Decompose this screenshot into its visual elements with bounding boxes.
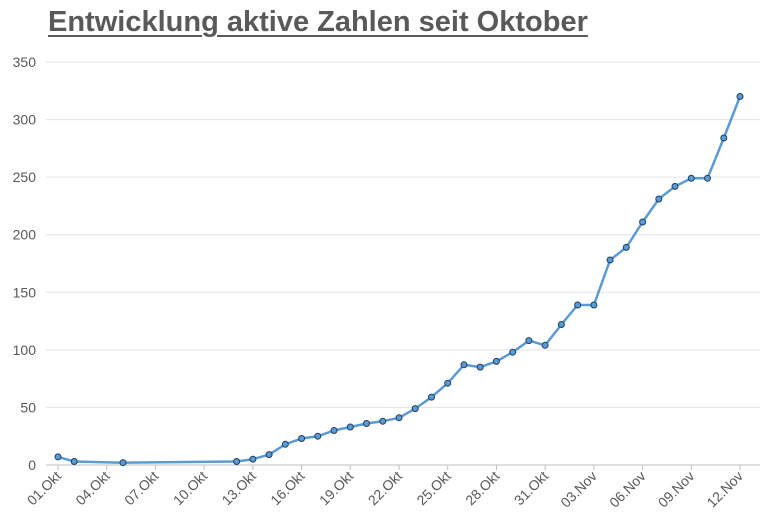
x-tick-label: 06.Nov <box>606 468 649 511</box>
data-point <box>298 435 306 442</box>
data-point <box>720 134 728 142</box>
y-tick-label: 50 <box>20 399 36 415</box>
data-point <box>606 256 614 264</box>
data-point <box>249 455 257 463</box>
data-point <box>346 423 354 431</box>
x-tick-label: 22.Okt <box>365 468 406 509</box>
data-point <box>233 458 241 465</box>
x-tick-label: 28.Okt <box>462 468 503 509</box>
data-point <box>460 361 468 369</box>
data-point <box>541 341 549 349</box>
data-point <box>492 357 500 365</box>
x-tick-label: 10.Okt <box>170 468 211 509</box>
y-tick-label: 0 <box>28 457 36 473</box>
data-point <box>671 182 679 190</box>
data-point <box>70 458 78 465</box>
data-point <box>281 440 289 448</box>
series-layer <box>54 93 744 467</box>
y-tick-label: 300 <box>13 112 37 128</box>
data-point <box>557 321 565 328</box>
y-tick-label: 350 <box>13 54 37 70</box>
y-axis-tick-labels: 0 50 100 150 200 250 300 350 <box>13 54 37 473</box>
data-point <box>411 405 419 413</box>
data-point <box>265 451 273 459</box>
data-point <box>363 420 370 427</box>
y-tick-label: 150 <box>13 284 37 300</box>
data-point <box>525 337 533 345</box>
data-point <box>590 301 598 309</box>
data-point <box>704 174 711 182</box>
data-point <box>119 459 127 467</box>
data-point <box>330 427 338 434</box>
x-tick-label: 12.Nov <box>703 468 746 511</box>
y-tick-label: 100 <box>13 342 37 358</box>
y-tick-label: 200 <box>13 227 37 243</box>
data-point <box>314 432 322 440</box>
data-point <box>687 174 695 182</box>
data-point <box>444 379 452 387</box>
x-tick-label: 01.Okt <box>24 468 65 509</box>
x-tick-label: 25.Okt <box>413 468 454 509</box>
x-tick-label: 13.Okt <box>218 468 259 509</box>
data-point <box>428 393 435 401</box>
data-point <box>622 243 630 251</box>
data-point <box>509 348 517 356</box>
data-point <box>736 93 744 100</box>
data-point <box>395 414 403 422</box>
axes <box>46 464 760 470</box>
y-tick-label: 250 <box>13 169 37 185</box>
x-tick-label: 03.Nov <box>557 468 600 511</box>
x-tick-label: 09.Nov <box>655 468 698 511</box>
x-tick-label: 31.Okt <box>511 468 552 509</box>
x-tick-label: 19.Okt <box>316 468 357 509</box>
x-tick-label: 07.Okt <box>121 468 162 509</box>
data-point <box>639 218 647 226</box>
data-point <box>54 453 62 461</box>
chart-title: Entwicklung aktive Zahlen seit Oktober <box>48 6 588 38</box>
data-point <box>379 417 387 425</box>
x-tick-label: 16.Okt <box>267 468 308 509</box>
data-point <box>476 363 484 371</box>
x-tick-label: 04.Okt <box>72 468 113 509</box>
x-axis-tick-labels: 01.Okt 04.Okt 07.Okt 10.Okt 13.Okt 16.Okt 19.O… <box>24 468 746 511</box>
data-point <box>574 301 582 309</box>
grid-lines <box>46 61 760 408</box>
data-point <box>655 195 663 203</box>
